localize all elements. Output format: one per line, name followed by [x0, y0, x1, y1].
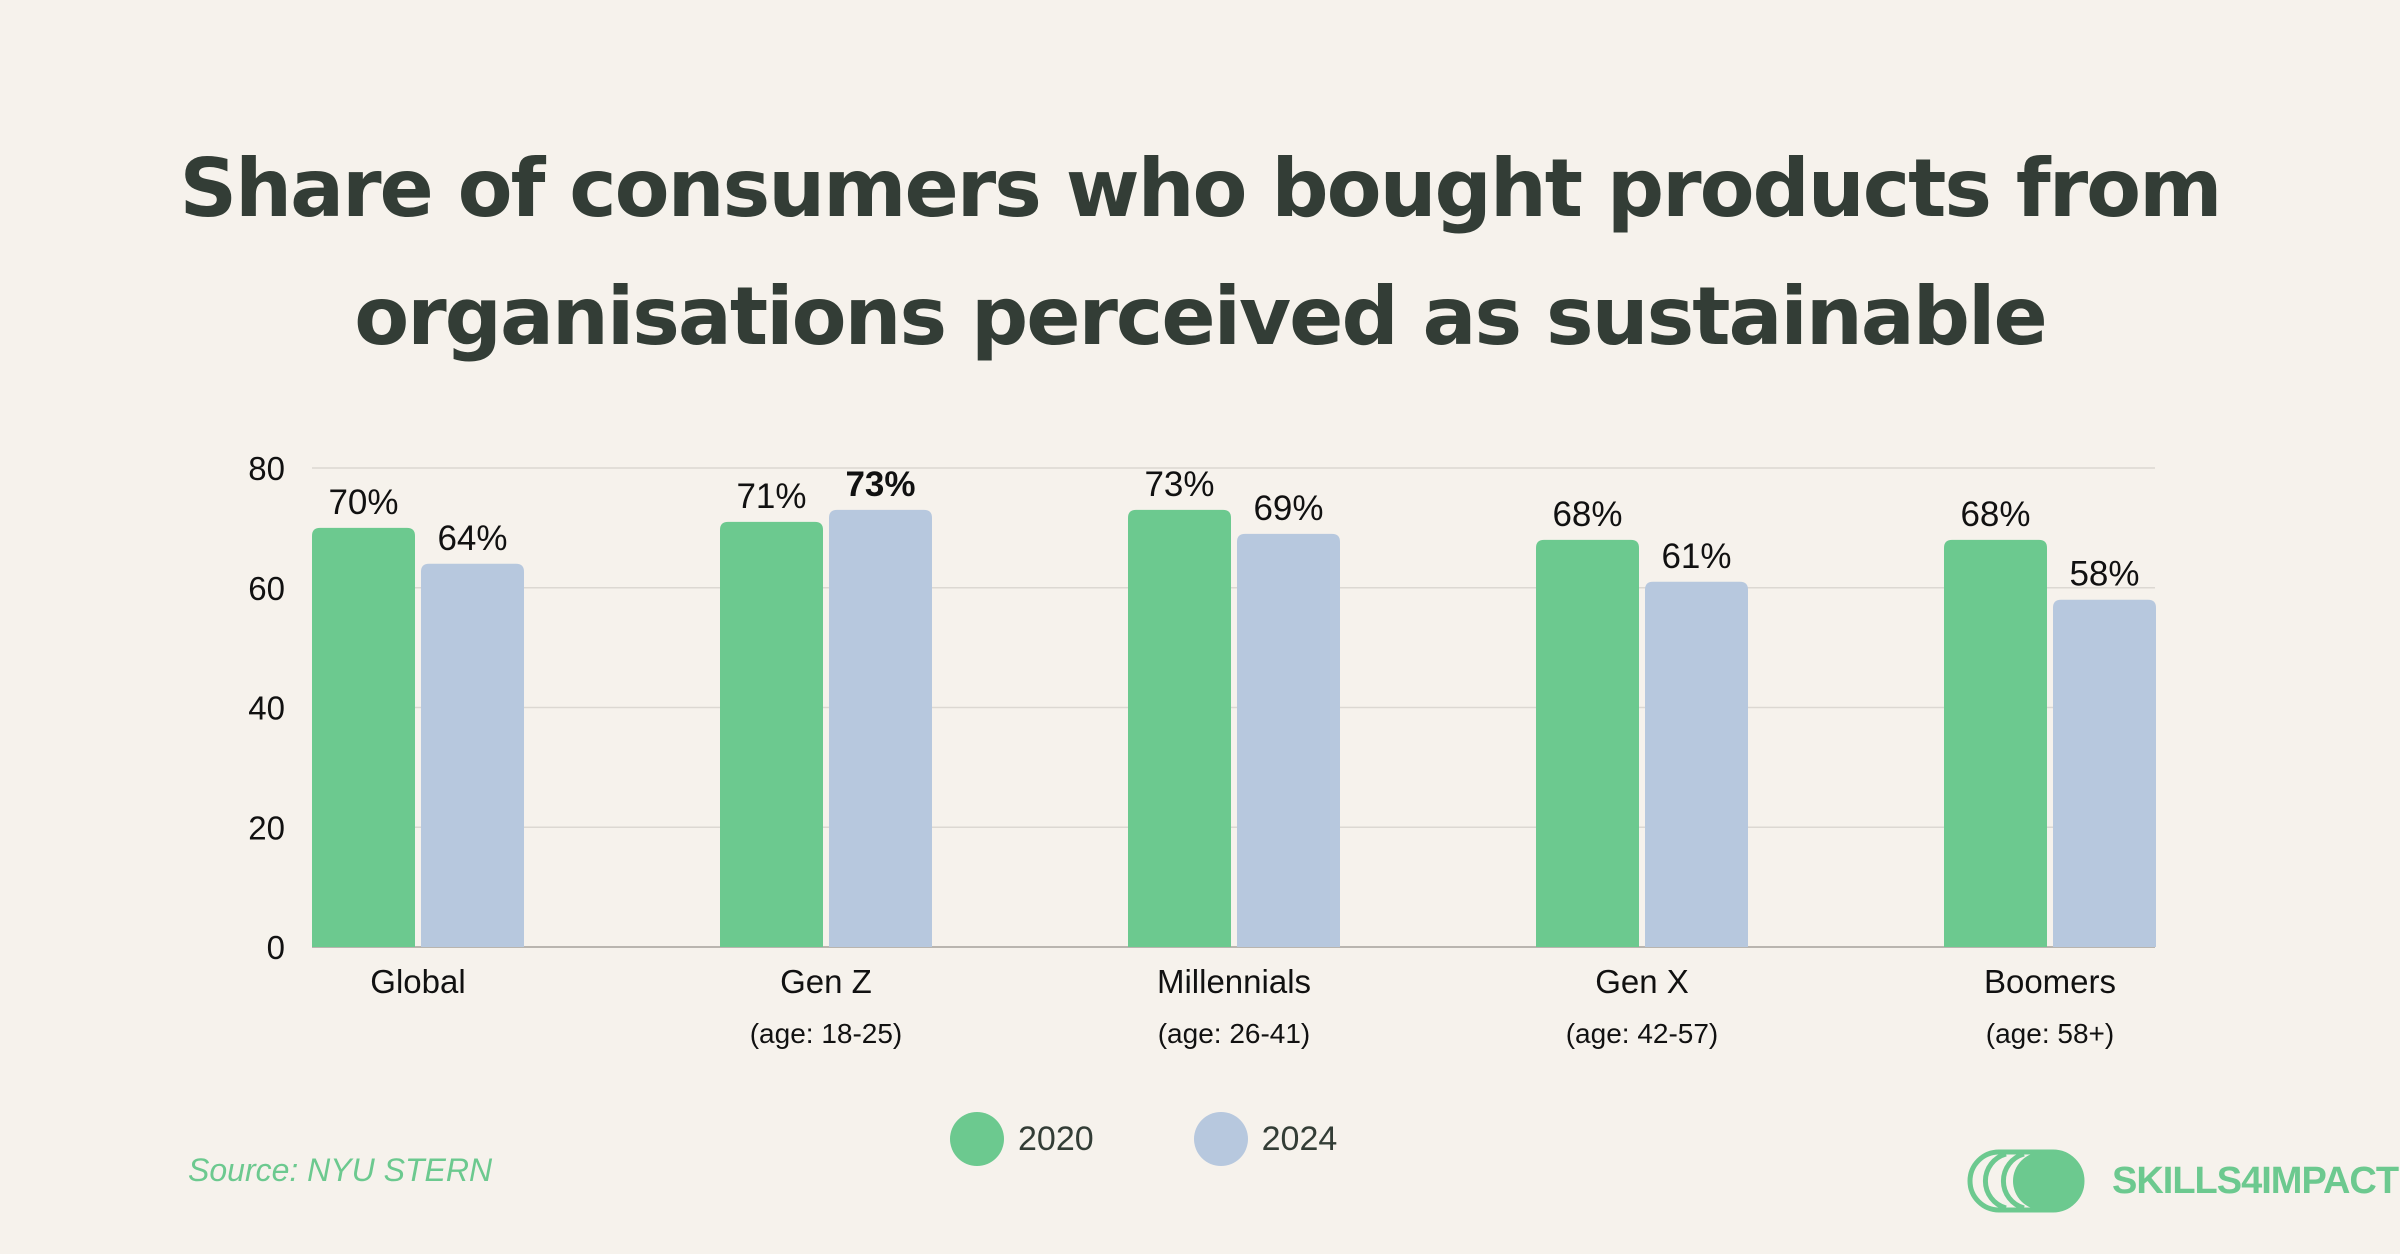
chart-title-line-1: Share of consumers who bought products f… [179, 142, 2223, 235]
data-label: 70% [328, 483, 398, 522]
bar-2024-gen-x [1645, 581, 1748, 947]
data-label: 68% [1960, 495, 2030, 534]
bar-2020-gen-z [720, 521, 823, 947]
x-tick-label: Millennials [1157, 963, 1311, 1000]
bar-2020-boomers [1944, 539, 2047, 947]
bar-2020-global [312, 527, 415, 947]
chart-title: Share of consumers who bought products f… [0, 125, 2400, 381]
x-tick-sublabel: (age: 18-25) [750, 1018, 903, 1049]
data-label: 71% [736, 477, 806, 516]
legend-item-2024: 2024 [1193, 1112, 1338, 1166]
legend-swatch-2024 [1193, 1112, 1248, 1166]
logo-icon [1967, 1149, 2085, 1213]
y-tick-label: 0 [267, 929, 285, 966]
legend-label-2024: 2024 [1261, 1119, 1338, 1158]
y-tick-label: 80 [248, 450, 285, 487]
x-tick-label: Global [370, 963, 465, 1000]
y-tick-label: 40 [248, 690, 285, 727]
data-label: 73% [1144, 465, 1214, 504]
legend-label-2020: 2020 [1018, 1119, 1094, 1158]
data-label: 61% [1661, 537, 1731, 576]
y-tick-label: 60 [248, 570, 285, 607]
x-tick-label: Gen X [1595, 963, 1689, 1000]
bar-2024-gen-z [829, 509, 932, 947]
x-tick-sublabel: (age: 42-57) [1566, 1018, 1719, 1049]
legend-swatch-2020 [950, 1112, 1004, 1166]
y-tick-label: 20 [248, 809, 285, 846]
data-label: 73% [845, 465, 915, 504]
data-label: 68% [1552, 495, 1622, 534]
data-label: 64% [437, 519, 507, 558]
x-tick-label: Gen Z [780, 963, 872, 1000]
bar-2020-millennials [1128, 509, 1231, 947]
bar-2024-global [421, 563, 524, 947]
x-tick-sublabel: (age: 26-41) [1158, 1018, 1311, 1049]
legend: 2020 2024 [950, 1112, 1437, 1166]
brand-name: SKILLS4IMPACT [2112, 1159, 2399, 1202]
brand-logo: SKILLS4IMPACT [1966, 1148, 2399, 1214]
x-tick-sublabel: (age: 58+) [1986, 1018, 2114, 1049]
chart-title-line-2: organisations perceived as sustainable [354, 270, 2047, 363]
x-tick-label: Boomers [1984, 963, 2116, 1000]
bar-2020-gen-x [1536, 539, 1639, 947]
data-label: 58% [2069, 555, 2139, 594]
data-label: 69% [1253, 489, 1323, 528]
bar-2024-boomers [2053, 599, 2156, 947]
bar-2024-millennials [1237, 533, 1340, 947]
legend-item-2020: 2020 [950, 1112, 1094, 1166]
source-note: Source: NYU STERN [188, 1152, 493, 1188]
